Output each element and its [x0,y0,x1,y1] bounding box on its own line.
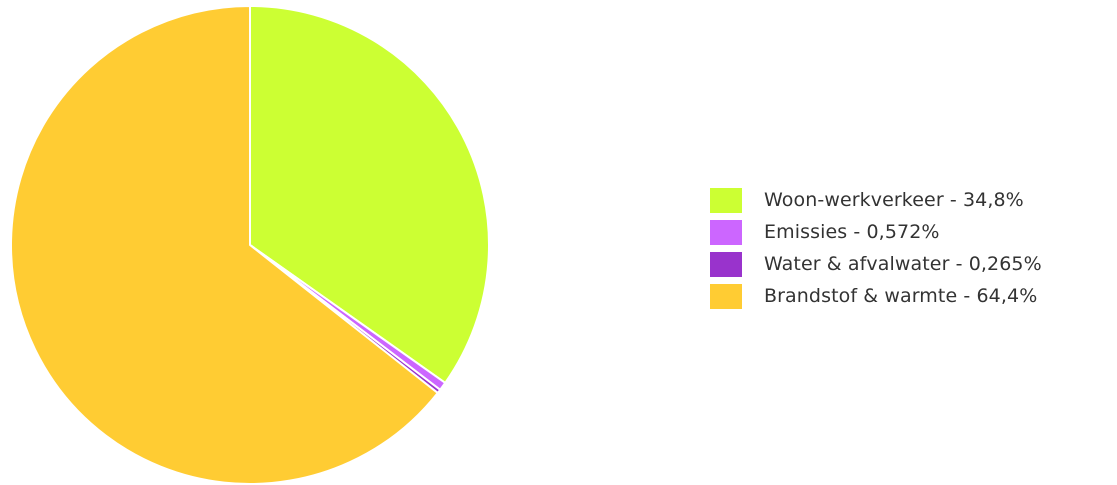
legend-label-1: Emissies - 0,572% [764,221,940,243]
legend-swatch-1 [710,219,742,245]
legend-swatch-3 [710,283,742,309]
legend-swatch-2 [710,251,742,277]
legend-swatch-0 [710,187,742,213]
pie-slice-3[interactable] [10,5,439,485]
legend-label-2: Water & afvalwater - 0,265% [764,253,1042,275]
legend-item-2[interactable]: Water & afvalwater - 0,265% [710,248,1110,280]
legend-item-1[interactable]: Emissies - 0,572% [710,216,1110,248]
legend-item-3[interactable]: Brandstof & warmte - 64,4% [710,280,1110,312]
legend-label-0: Woon-werkverkeer - 34,8% [764,189,1024,211]
pie-plot [10,5,490,485]
legend: Woon-werkverkeer - 34,8% Emissies - 0,572… [710,184,1110,312]
legend-item-0[interactable]: Woon-werkverkeer - 34,8% [710,184,1110,216]
legend-label-3: Brandstof & warmte - 64,4% [764,285,1038,307]
pie-slice-0[interactable] [249,5,490,384]
